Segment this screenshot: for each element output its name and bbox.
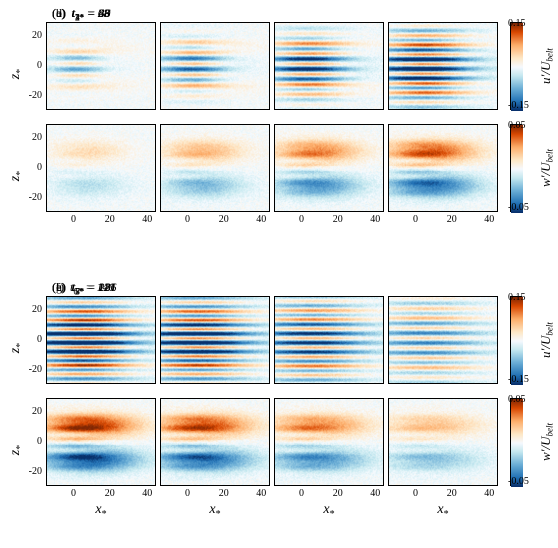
- panel-title-h: (h) t8* = 236: [46, 280, 156, 296]
- ytick: -20: [29, 466, 42, 477]
- panel-w-f: [160, 398, 270, 486]
- figure-block-2: (e) t5* = 121 (f) t6* = 146 (g) t7* = 18…: [0, 280, 558, 542]
- xtick: 0: [413, 488, 418, 499]
- cbar-tick: -0.05: [508, 202, 529, 213]
- xtick: 40: [370, 488, 380, 499]
- xtick: 40: [370, 214, 380, 225]
- panel-u-b: [160, 22, 270, 110]
- w-row-1: [46, 124, 502, 212]
- yticks-w-1: 20 0 -20: [22, 124, 44, 212]
- ytick: -20: [29, 364, 42, 375]
- cbar-u-ticks-1: 0.15 -0.15: [508, 18, 538, 114]
- xtick: 20: [219, 488, 229, 499]
- figure-block-1: (a) t1* = 23 (b) t2* = 46 (c) t3* = 68 (…: [0, 6, 558, 262]
- yticks-w-2: 20 0 -20: [22, 398, 44, 486]
- xtick: 40: [256, 214, 266, 225]
- cbar-u-ticks-2: 0.15 -0.15: [508, 292, 538, 388]
- cbar-tick: -0.15: [508, 100, 529, 111]
- xticks-row-2: 0 20 40 0 20 40 0 20 40 0 20 40: [46, 488, 498, 500]
- panel-u-d: [388, 22, 498, 110]
- panel-w-g: [274, 398, 384, 486]
- cbar-tick: -0.05: [508, 476, 529, 487]
- ytick: 20: [32, 304, 42, 315]
- ylabel-text: z: [8, 74, 23, 79]
- yticks-u-1: 20 0 -20: [22, 22, 44, 110]
- xtick: 20: [105, 488, 115, 499]
- xtick: 40: [484, 488, 494, 499]
- panel-w-e: [46, 398, 156, 486]
- panel-title-d: (d) t4* = 89: [46, 6, 156, 22]
- cbar-w-label-1: w′/Ubelt: [538, 138, 552, 198]
- xtick: 0: [185, 488, 190, 499]
- panel-u-c: [274, 22, 384, 110]
- cbar-tick: 0.05: [508, 394, 526, 405]
- xtick: 20: [333, 214, 343, 225]
- xlabel: x*: [274, 502, 384, 520]
- xtick: 40: [142, 214, 152, 225]
- cbar-w-ticks-1: 0.05 -0.05: [508, 120, 538, 216]
- xtick: 40: [142, 488, 152, 499]
- xtick: 20: [447, 488, 457, 499]
- xlabel-row: x* x* x* x*: [46, 502, 498, 520]
- ytick: -20: [29, 192, 42, 203]
- panel-w-c: [274, 124, 384, 212]
- u-row-1: [46, 22, 502, 110]
- xtick: 0: [413, 214, 418, 225]
- xlabel: x*: [160, 502, 270, 520]
- xtick: 0: [71, 488, 76, 499]
- xtick: 0: [299, 214, 304, 225]
- xtick: 40: [256, 488, 266, 499]
- xtick: 20: [105, 214, 115, 225]
- panel-w-d: [388, 124, 498, 212]
- xtick: 20: [219, 214, 229, 225]
- cbar-w-ticks-2: 0.05 -0.05: [508, 394, 538, 490]
- panel-u-a: [46, 22, 156, 110]
- cbar-w-label-2: w′/Ubelt: [538, 412, 552, 472]
- xtick: 0: [71, 214, 76, 225]
- xlabel: x*: [388, 502, 498, 520]
- panel-u-e: [46, 296, 156, 384]
- cbar-u-label-2: u′/Ubelt: [538, 310, 552, 370]
- cbar-tick: 0.15: [508, 292, 526, 303]
- cbar-u-label-1: u′/Ubelt: [538, 36, 552, 96]
- panel-w-a: [46, 124, 156, 212]
- ytick: 20: [32, 132, 42, 143]
- ytick: 20: [32, 30, 42, 41]
- ytick: -20: [29, 90, 42, 101]
- ytick: 0: [37, 436, 42, 447]
- xlabel: x*: [46, 502, 156, 520]
- cbar-tick: 0.05: [508, 120, 526, 131]
- panel-u-g: [274, 296, 384, 384]
- u-row-2: [46, 296, 502, 384]
- xticks-row-1: 0 20 40 0 20 40 0 20 40 0 20 40: [46, 214, 498, 226]
- cbar-tick: -0.15: [508, 374, 529, 385]
- w-row-2: [46, 398, 502, 486]
- ytick: 0: [37, 334, 42, 345]
- xtick: 0: [299, 488, 304, 499]
- xtick: 40: [484, 214, 494, 225]
- panel-w-h: [388, 398, 498, 486]
- panel-u-f: [160, 296, 270, 384]
- xtick: 20: [447, 214, 457, 225]
- xtick: 0: [185, 214, 190, 225]
- ytick: 0: [37, 162, 42, 173]
- ytick: 0: [37, 60, 42, 71]
- ytick: 20: [32, 406, 42, 417]
- panel-u-h: [388, 296, 498, 384]
- panel-w-b: [160, 124, 270, 212]
- cbar-tick: 0.15: [508, 18, 526, 29]
- yticks-u-2: 20 0 -20: [22, 296, 44, 384]
- xtick: 20: [333, 488, 343, 499]
